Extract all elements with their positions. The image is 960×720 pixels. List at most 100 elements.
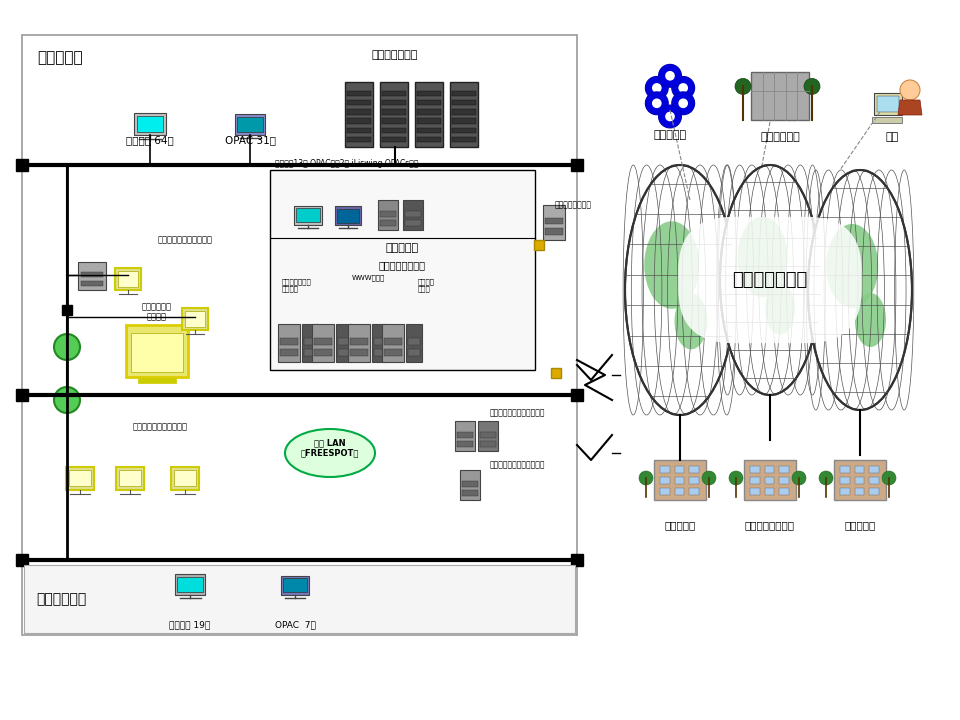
FancyBboxPatch shape <box>403 200 423 230</box>
Text: 業務端末 19台: 業務端末 19台 <box>169 621 210 629</box>
Circle shape <box>735 78 751 94</box>
Text: WWWサーバ: WWWサーバ <box>352 274 385 281</box>
FancyBboxPatch shape <box>854 466 864 473</box>
FancyBboxPatch shape <box>480 441 496 446</box>
FancyBboxPatch shape <box>675 488 684 495</box>
FancyBboxPatch shape <box>384 338 402 345</box>
FancyBboxPatch shape <box>534 240 544 250</box>
Text: 国立情報学研究所: 国立情報学研究所 <box>745 520 795 530</box>
FancyBboxPatch shape <box>348 137 371 142</box>
FancyBboxPatch shape <box>452 137 476 142</box>
FancyBboxPatch shape <box>384 349 402 356</box>
FancyBboxPatch shape <box>278 324 300 362</box>
Text: 目録検索
サーバ: 目録検索 サーバ <box>418 278 435 292</box>
FancyBboxPatch shape <box>138 378 176 383</box>
FancyBboxPatch shape <box>171 467 199 490</box>
FancyBboxPatch shape <box>69 470 91 487</box>
FancyBboxPatch shape <box>408 338 420 345</box>
FancyBboxPatch shape <box>870 488 878 495</box>
Text: 利用者用インタネット端末: 利用者用インタネット端末 <box>490 461 545 469</box>
Polygon shape <box>898 100 922 115</box>
FancyBboxPatch shape <box>237 117 263 132</box>
Ellipse shape <box>737 217 787 297</box>
FancyBboxPatch shape <box>870 477 878 484</box>
Circle shape <box>639 471 653 485</box>
FancyBboxPatch shape <box>834 460 886 500</box>
FancyBboxPatch shape <box>174 470 196 487</box>
FancyBboxPatch shape <box>16 554 28 566</box>
FancyBboxPatch shape <box>16 389 28 401</box>
FancyBboxPatch shape <box>750 466 759 473</box>
FancyBboxPatch shape <box>62 305 72 315</box>
Text: 府民: 府民 <box>885 132 899 142</box>
Circle shape <box>665 112 675 122</box>
FancyBboxPatch shape <box>780 477 789 484</box>
FancyBboxPatch shape <box>450 82 478 147</box>
Text: インターネット: インターネット <box>732 271 807 289</box>
FancyBboxPatch shape <box>460 470 480 500</box>
Circle shape <box>665 71 675 81</box>
FancyBboxPatch shape <box>312 324 334 362</box>
FancyBboxPatch shape <box>345 82 373 147</box>
Circle shape <box>672 92 695 114</box>
Circle shape <box>702 471 716 485</box>
FancyBboxPatch shape <box>452 109 476 114</box>
FancyBboxPatch shape <box>780 488 789 495</box>
FancyBboxPatch shape <box>380 82 408 147</box>
Ellipse shape <box>644 221 699 309</box>
FancyBboxPatch shape <box>418 91 441 96</box>
FancyBboxPatch shape <box>335 206 361 225</box>
Circle shape <box>659 105 682 128</box>
FancyBboxPatch shape <box>854 488 864 495</box>
Ellipse shape <box>827 224 878 308</box>
Text: 大学図書館: 大学図書館 <box>845 520 876 530</box>
Circle shape <box>645 92 668 114</box>
FancyBboxPatch shape <box>689 488 699 495</box>
Circle shape <box>652 83 661 93</box>
FancyBboxPatch shape <box>675 466 684 473</box>
FancyBboxPatch shape <box>452 100 476 105</box>
FancyBboxPatch shape <box>405 220 421 225</box>
Text: 食重書システム
サーバ等: 食重書システム サーバ等 <box>282 278 312 292</box>
FancyBboxPatch shape <box>765 477 774 484</box>
Circle shape <box>652 99 661 108</box>
Circle shape <box>679 83 688 93</box>
Circle shape <box>54 387 80 413</box>
FancyBboxPatch shape <box>281 575 309 595</box>
FancyBboxPatch shape <box>382 100 406 105</box>
FancyBboxPatch shape <box>303 349 317 356</box>
FancyBboxPatch shape <box>457 432 473 438</box>
Circle shape <box>882 471 896 485</box>
Ellipse shape <box>285 429 375 477</box>
FancyBboxPatch shape <box>405 211 421 217</box>
FancyBboxPatch shape <box>462 490 478 495</box>
Text: 中央図書館: 中央図書館 <box>37 50 83 65</box>
FancyBboxPatch shape <box>131 333 183 372</box>
FancyBboxPatch shape <box>874 93 902 115</box>
FancyBboxPatch shape <box>338 349 350 356</box>
FancyBboxPatch shape <box>382 118 406 124</box>
FancyBboxPatch shape <box>840 466 850 473</box>
FancyBboxPatch shape <box>81 281 104 286</box>
Text: 超高精細画像
表示装置: 超高精細画像 表示装置 <box>142 302 172 322</box>
FancyBboxPatch shape <box>478 421 498 451</box>
FancyBboxPatch shape <box>744 460 796 500</box>
FancyBboxPatch shape <box>235 114 265 135</box>
FancyBboxPatch shape <box>348 118 371 124</box>
FancyBboxPatch shape <box>270 170 535 370</box>
Ellipse shape <box>854 293 886 347</box>
FancyBboxPatch shape <box>283 578 307 593</box>
FancyBboxPatch shape <box>452 91 476 96</box>
FancyBboxPatch shape <box>348 100 371 105</box>
Text: 利用者用インタネット端末: 利用者用インタネット端末 <box>490 408 545 418</box>
FancyBboxPatch shape <box>372 324 388 362</box>
FancyBboxPatch shape <box>870 466 878 473</box>
Text: 児童文学館: 児童文学館 <box>386 243 420 253</box>
FancyBboxPatch shape <box>457 441 473 446</box>
FancyBboxPatch shape <box>765 466 774 473</box>
FancyBboxPatch shape <box>350 349 368 356</box>
FancyBboxPatch shape <box>545 218 563 224</box>
FancyBboxPatch shape <box>854 477 864 484</box>
FancyBboxPatch shape <box>115 268 141 290</box>
FancyBboxPatch shape <box>571 389 583 401</box>
